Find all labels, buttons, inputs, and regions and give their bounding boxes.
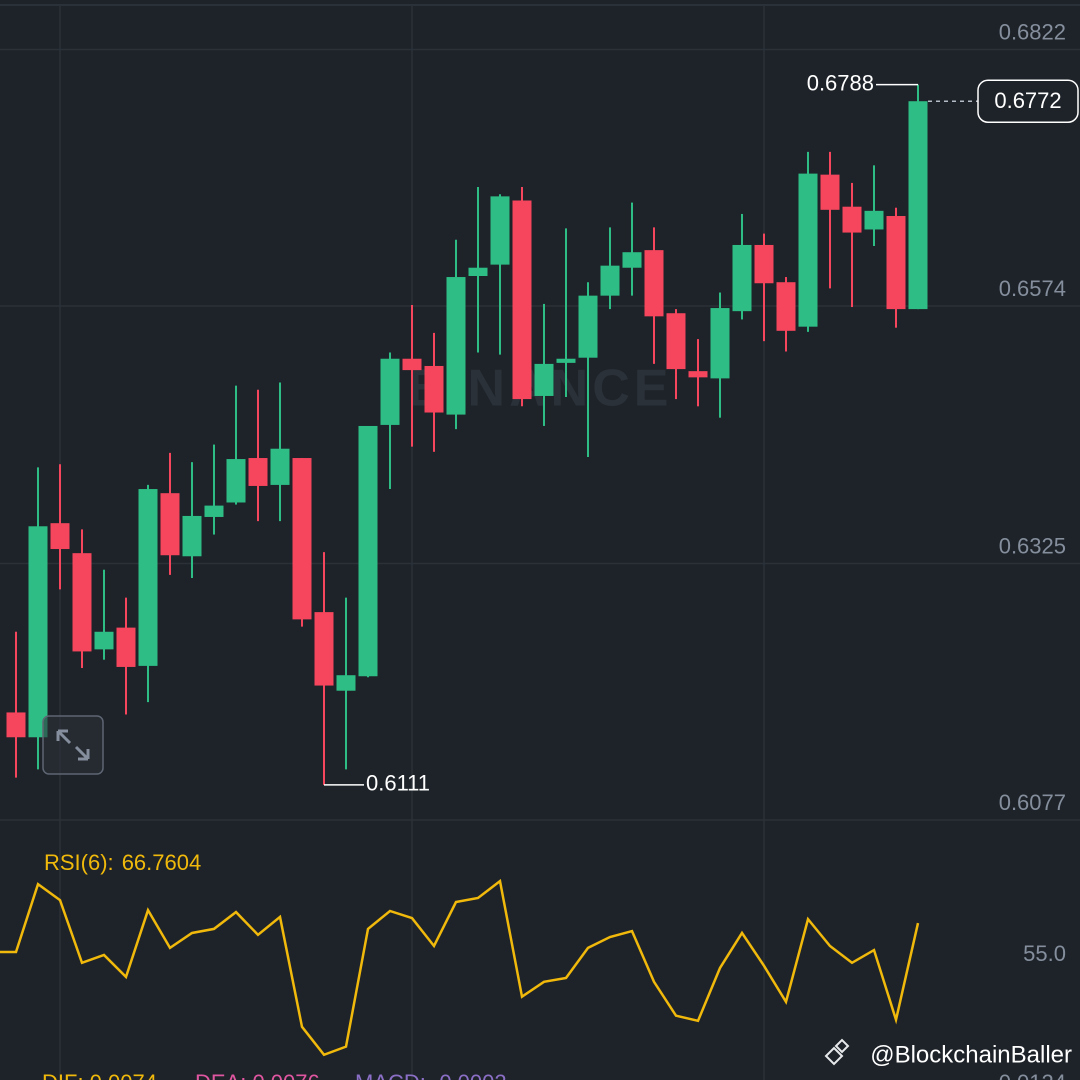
candle-body bbox=[446, 277, 466, 415]
candle-body bbox=[710, 308, 730, 379]
macd-dif: DIF: 0.0074 bbox=[42, 1070, 157, 1080]
candle-body bbox=[138, 489, 158, 666]
candle-body bbox=[842, 206, 862, 233]
candle-body bbox=[864, 210, 884, 230]
candle-body bbox=[556, 358, 576, 363]
rsi-line bbox=[0, 878, 920, 1057]
plot-layer: 0.6077 0.6325 0.6574 0.6822 0.6788 0.6111 0.67… bbox=[0, 19, 1080, 1057]
candle-body bbox=[402, 358, 422, 371]
y-tick-label: 0.6822 bbox=[999, 19, 1066, 44]
candle-body bbox=[820, 174, 840, 210]
candle-body bbox=[776, 282, 796, 331]
candle-body bbox=[754, 244, 774, 284]
candle-body bbox=[468, 267, 488, 276]
candle-body bbox=[182, 515, 202, 557]
credit: @BlockchainBaller bbox=[870, 1041, 1072, 1068]
current-price-label: 0.6772 bbox=[994, 88, 1061, 113]
candle-body bbox=[72, 553, 92, 652]
expand-button-frame[interactable] bbox=[42, 715, 104, 775]
candle-body bbox=[798, 173, 818, 327]
y-tick-label: 0.6325 bbox=[999, 533, 1066, 558]
candle-body bbox=[116, 627, 136, 667]
low-label: 0.6111 bbox=[366, 771, 430, 796]
candle-body bbox=[292, 458, 312, 620]
y-tick-label: 0.6574 bbox=[999, 276, 1066, 301]
candle-body bbox=[688, 371, 708, 378]
candle-body bbox=[424, 365, 444, 413]
candle-body bbox=[6, 712, 26, 738]
candle-body bbox=[600, 265, 620, 296]
macd-axis-label: 0.0124 bbox=[999, 1070, 1066, 1080]
candle-body bbox=[50, 523, 70, 550]
high-label: 0.6788 bbox=[807, 70, 874, 95]
credit-logo bbox=[824, 1038, 850, 1066]
candle-body bbox=[270, 448, 290, 485]
candle-body bbox=[534, 363, 554, 396]
candle-body bbox=[644, 250, 664, 317]
candle-body bbox=[248, 458, 268, 486]
candle-body bbox=[226, 459, 246, 503]
candle-body bbox=[336, 675, 356, 691]
candle-body bbox=[622, 252, 642, 268]
macd-dea: DEA: 0.0076 bbox=[195, 1070, 320, 1080]
candle-body bbox=[512, 200, 532, 400]
candle-body bbox=[732, 244, 752, 312]
candle-body bbox=[358, 425, 378, 677]
candle-body bbox=[314, 612, 334, 686]
macd-value: MACD: -0.0002 bbox=[355, 1070, 507, 1080]
y-tick-label: 55.0 bbox=[1023, 941, 1066, 966]
rsi-value: 66.7604 bbox=[122, 850, 202, 875]
candle-body bbox=[94, 631, 114, 650]
y-tick-label: 0.6077 bbox=[999, 790, 1066, 815]
expand-icon bbox=[56, 729, 90, 761]
candle-body bbox=[28, 526, 48, 738]
candle-body bbox=[666, 313, 686, 370]
candle-body bbox=[160, 493, 180, 556]
expand-button[interactable] bbox=[42, 715, 104, 775]
candle-body bbox=[380, 358, 400, 425]
candle-body bbox=[578, 295, 598, 358]
rsi-label: RSI(6): bbox=[44, 850, 114, 875]
candle-body bbox=[886, 216, 906, 310]
current-price-box bbox=[977, 79, 1079, 123]
candle-body bbox=[490, 196, 510, 265]
candle-body bbox=[908, 101, 928, 310]
candle-body bbox=[204, 505, 224, 517]
